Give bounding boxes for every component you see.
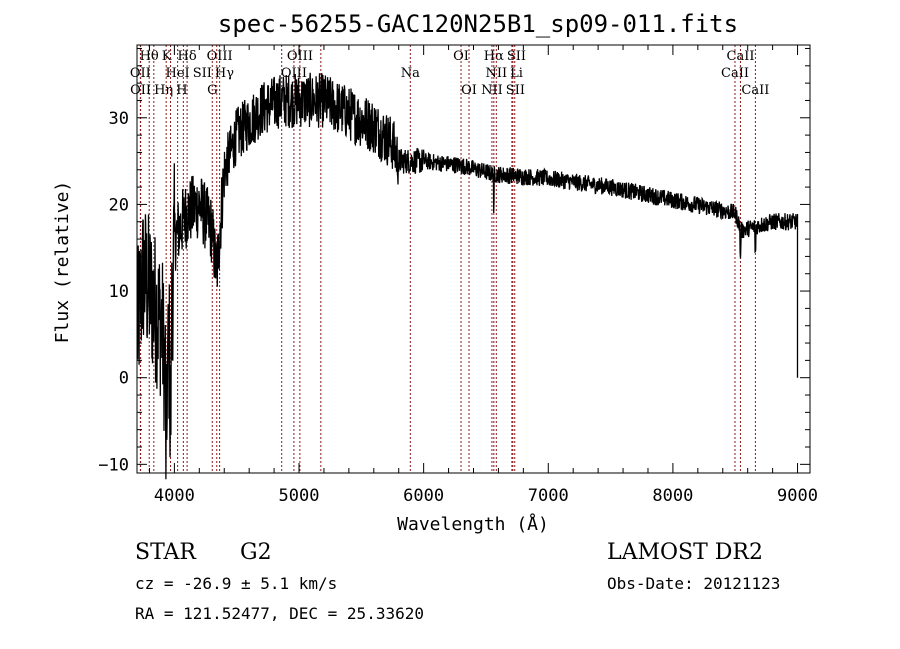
- spectral-line-label: OIII: [287, 49, 313, 64]
- coordinates-text: RA = 121.52477, DEC = 25.33620: [135, 604, 424, 623]
- object-class: STAR: [135, 540, 197, 565]
- spectral-line-label: Hα: [484, 49, 504, 64]
- y-tick-label: 30: [109, 109, 129, 129]
- spectral-line-label: Hθ: [140, 49, 159, 64]
- chart-title: spec-56255-GAC120N25B1_sp09-011.fits: [218, 10, 738, 38]
- spectral-line-label: Hγ: [215, 66, 234, 81]
- spectral-line-label: OII: [130, 83, 151, 98]
- y-axis-label: Flux (relative): [52, 181, 73, 344]
- x-tick-label: 6000: [403, 486, 444, 506]
- x-tick-label: 7000: [528, 486, 569, 506]
- spectral-line-label: NII: [481, 83, 503, 98]
- spectral-line-label: OIII: [207, 49, 233, 64]
- spectral-line-label: SII: [506, 83, 525, 98]
- y-tick-label: 20: [109, 195, 129, 215]
- y-tick-label: 0: [119, 369, 129, 389]
- spectral-line-label: OIII: [281, 66, 307, 81]
- redshift-text: cz = -26.9 ± 5.1 km/s: [135, 574, 337, 593]
- y-tick-label: −10: [98, 455, 129, 475]
- spectral-line-label: SII: [193, 66, 212, 81]
- y-tick-label: 10: [109, 282, 129, 302]
- spectral-line-label: SII: [507, 49, 526, 64]
- spectral-line-label: H: [176, 83, 187, 98]
- spectral-line-label: OI: [453, 49, 469, 64]
- object-subclass: G2: [240, 540, 272, 565]
- spectral-line-label: Li: [510, 66, 523, 81]
- survey-name: LAMOST DR2: [607, 540, 763, 565]
- x-tick-label: 8000: [652, 486, 693, 506]
- spectral-line-label: CaII: [721, 66, 749, 81]
- spectral-line-label: CaII: [741, 83, 769, 98]
- obs-date: Obs-Date: 20121123: [607, 574, 780, 593]
- spectral-line-label: K: [162, 49, 172, 64]
- spectral-line-label: HeI: [166, 66, 190, 81]
- spectral-line-label: Hη: [154, 83, 173, 98]
- x-tick-label: 4000: [154, 486, 195, 506]
- spectral-line-label: G: [207, 83, 217, 98]
- spectral-line-label: OI: [461, 83, 477, 98]
- spectral-line-label: Hδ: [178, 49, 197, 64]
- x-tick-label: 5000: [279, 486, 320, 506]
- x-axis-label: Wavelength (Å): [397, 513, 549, 535]
- spectral-line-label: Na: [401, 66, 420, 81]
- spectral-line-label: NII: [486, 66, 508, 81]
- spectrum-line: [136, 72, 799, 480]
- x-tick-label: 9000: [777, 486, 818, 506]
- axes: 4000 5000 6000 7000 8000 9000 −10 0 10 20 30: [98, 45, 818, 506]
- spectrum-series: [136, 72, 799, 480]
- spectral-line-label: CaII: [727, 49, 755, 64]
